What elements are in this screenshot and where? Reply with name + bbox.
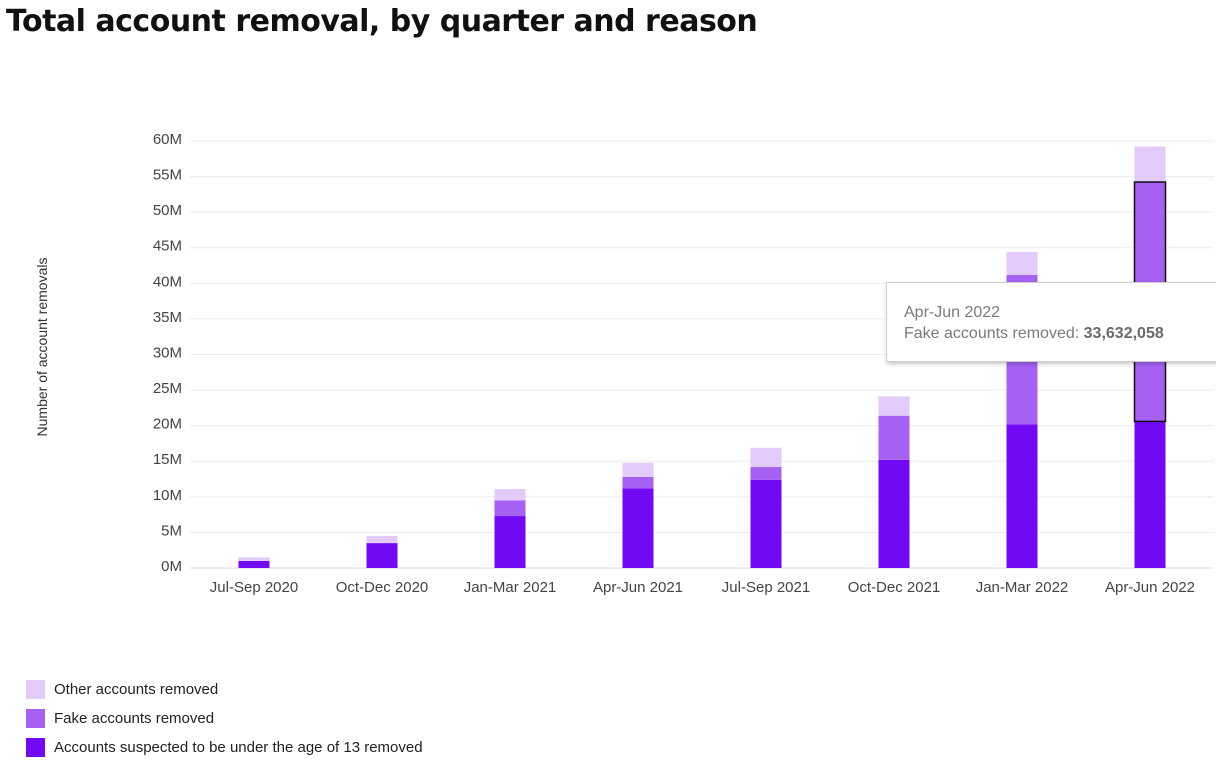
y-tick-label-50m: 50M: [153, 202, 182, 219]
bar-jan-mar-2021-fake-accounts-removed[interactable]: [494, 500, 526, 517]
legend-item-other[interactable]: Other accounts removed: [26, 679, 423, 700]
bar-tooltip: Apr-Jun 2022 Fake accounts removed: 33,6…: [886, 282, 1216, 362]
legend-swatch-under-13: [26, 738, 45, 757]
x-tick-label-apr-jun-2021: Apr-Jun 2021: [593, 579, 683, 596]
tooltip-value: 33,632,058: [1083, 325, 1164, 342]
legend-label-fake: Fake accounts removed: [54, 710, 215, 727]
legend-label-under-13: Accounts suspected to be under the age o…: [54, 739, 423, 756]
bar-jan-mar-2022-accounts-suspected-to-be[interactable]: [1006, 424, 1038, 568]
x-tick-label-jul-sep-2021: Jul-Sep 2021: [722, 579, 810, 596]
bar-oct-dec-2020-other-accounts-removed[interactable]: [366, 535, 398, 544]
y-tick-label-30m: 30M: [153, 344, 182, 361]
y-tick-label-15m: 15M: [153, 451, 182, 468]
y-tick-label-10m: 10M: [153, 487, 182, 504]
y-tick-label-60m: 60M: [153, 131, 182, 148]
legend-swatch-other: [26, 680, 45, 699]
bar-jul-sep-2020-other-accounts-removed[interactable]: [238, 557, 270, 561]
bar-oct-dec-2020-accounts-suspected-to-be[interactable]: [366, 543, 398, 568]
y-tick-label-25m: 25M: [153, 380, 182, 397]
bar-apr-jun-2022-accounts-suspected-to-be[interactable]: [1134, 421, 1166, 568]
bar-jul-sep-2021-fake-accounts-removed[interactable]: [750, 466, 782, 480]
y-tick-label-35m: 35M: [153, 309, 182, 326]
x-tick-label-jan-mar-2022: Jan-Mar 2022: [976, 579, 1069, 596]
x-axis-ticks: Jul-Sep 2020 Oct-Dec 2020 Jan-Mar 2021 Apr-…: [210, 579, 1195, 596]
legend-item-under-13[interactable]: Accounts suspected to be under the age o…: [26, 737, 423, 758]
tooltip-title: Apr-Jun 2022: [904, 304, 1001, 321]
bar-oct-dec-2021-fake-accounts-removed[interactable]: [878, 415, 910, 460]
bar-jan-mar-2021-accounts-suspected-to-be[interactable]: [494, 516, 526, 568]
x-tick-label-apr-jun-2022: Apr-Jun 2022: [1105, 579, 1195, 596]
y-tick-label-0m: 0M: [161, 558, 182, 575]
y-tick-label-20m: 20M: [153, 416, 182, 433]
y-tick-label-45m: 45M: [153, 238, 182, 255]
gridlines: [190, 140, 1214, 569]
bar-oct-dec-2021-accounts-suspected-to-be[interactable]: [878, 459, 910, 568]
y-tick-label-40m: 40M: [153, 273, 182, 290]
bar-oct-dec-2021-other-accounts-removed[interactable]: [878, 396, 910, 416]
x-tick-label-oct-dec-2021: Oct-Dec 2021: [848, 579, 941, 596]
chart-legend: Other accounts removed Fake accounts rem…: [26, 679, 423, 766]
bar-jul-sep-2020-accounts-suspected-to-be[interactable]: [238, 560, 270, 568]
bar-jul-sep-2021-accounts-suspected-to-be[interactable]: [750, 479, 782, 568]
bar-jan-mar-2022-other-accounts-removed[interactable]: [1006, 252, 1038, 275]
bar-apr-jun-2021-other-accounts-removed[interactable]: [622, 462, 654, 477]
tooltip-label: Fake accounts removed:: [904, 325, 1080, 342]
bar-apr-jun-2022-other-accounts-removed[interactable]: [1134, 146, 1166, 183]
bar-jul-sep-2021-other-accounts-removed[interactable]: [750, 447, 782, 467]
x-tick-label-oct-dec-2020: Oct-Dec 2020: [336, 579, 429, 596]
bar-apr-jun-2021-accounts-suspected-to-be[interactable]: [622, 488, 654, 568]
stacked-bar-chart: 0M 5M 10M 15M 20M 25M 30M 35M 40M 45M 50M 55M 60M Ju…: [34, 131, 1214, 596]
tooltip-row: Fake accounts removed: 33,632,058: [904, 323, 1216, 344]
y-axis-title: Number of account removals: [34, 258, 50, 437]
bar-jan-mar-2021-other-accounts-removed[interactable]: [494, 489, 526, 501]
legend-label-other: Other accounts removed: [54, 681, 219, 698]
legend-swatch-fake: [26, 709, 45, 728]
x-tick-label-jul-sep-2020: Jul-Sep 2020: [210, 579, 298, 596]
chart-title: Total account removal, by quarter and re…: [6, 4, 758, 39]
y-axis-ticks: 0M 5M 10M 15M 20M 25M 30M 35M 40M 45M 50M 55M 60M: [153, 131, 182, 575]
bar-apr-jun-2021-fake-accounts-removed[interactable]: [622, 476, 654, 489]
y-tick-label-55m: 55M: [153, 167, 182, 184]
x-tick-label-jan-mar-2021: Jan-Mar 2021: [464, 579, 557, 596]
y-tick-label-5m: 5M: [161, 522, 182, 539]
legend-item-fake[interactable]: Fake accounts removed: [26, 708, 423, 729]
